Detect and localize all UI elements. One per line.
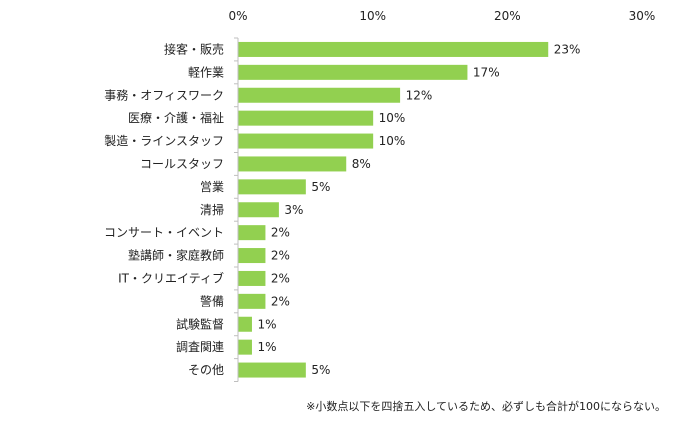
bar	[238, 248, 266, 264]
value-label: 10%	[379, 111, 406, 125]
value-label: 10%	[379, 134, 406, 148]
category-label: 警備	[200, 293, 224, 308]
value-label: 2%	[271, 271, 290, 285]
bar	[238, 293, 266, 309]
category-label: コールスタッフ	[140, 157, 224, 171]
category-label: コンサート・イベント	[104, 226, 224, 240]
category-label: 軽作業	[188, 65, 224, 79]
footnote: ※小数点以下を四捨五入しているため、必ずしも合計が100にならない。	[306, 400, 666, 413]
bar	[238, 339, 252, 355]
bar	[238, 110, 374, 126]
value-label: 5%	[311, 180, 330, 194]
bar	[238, 179, 306, 195]
value-label: 12%	[406, 88, 433, 102]
x-tick-label: 30%	[629, 9, 656, 23]
category-label: 医療・介護・福祉	[128, 110, 224, 125]
bar	[238, 133, 374, 149]
value-label: 17%	[473, 65, 500, 79]
bar	[238, 64, 468, 80]
bar	[238, 362, 306, 378]
bar	[238, 225, 266, 241]
value-label: 2%	[271, 226, 290, 240]
category-label: 塾講師・家庭教師	[128, 248, 224, 263]
bar	[238, 316, 252, 332]
category-label: 事務・オフィスワーク	[104, 88, 224, 102]
category-label: その他	[188, 363, 224, 377]
value-label: 2%	[271, 249, 290, 263]
bar	[238, 156, 347, 172]
value-label: 5%	[311, 363, 330, 377]
bar	[238, 270, 266, 286]
category-label: 製造・ラインスタッフ	[104, 134, 224, 148]
value-label: 1%	[257, 340, 276, 354]
x-tick-label: 20%	[494, 9, 521, 23]
category-label: 試験監督	[176, 316, 224, 331]
bar	[238, 87, 401, 103]
category-label: 接客・販売	[164, 41, 224, 56]
value-label: 8%	[352, 157, 371, 171]
category-label: 営業	[200, 180, 224, 194]
value-label: 2%	[271, 294, 290, 308]
bar	[238, 202, 279, 218]
category-label: IT・クリエイティブ	[118, 270, 224, 285]
x-tick-label: 0%	[228, 9, 247, 23]
bar	[238, 41, 549, 57]
x-tick-label: 10%	[359, 9, 386, 23]
category-label: 調査関連	[176, 340, 224, 354]
category-label: 清掃	[200, 202, 224, 217]
value-label: 23%	[554, 42, 581, 56]
value-label: 3%	[284, 203, 303, 217]
value-label: 1%	[257, 317, 276, 331]
